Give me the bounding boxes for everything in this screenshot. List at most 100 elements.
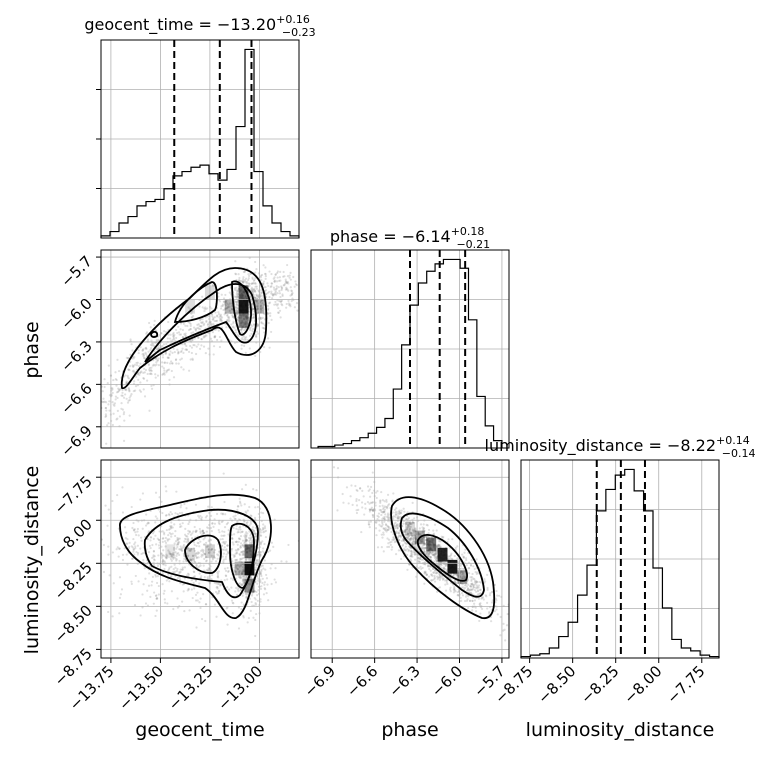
scatter-sample — [476, 571, 479, 574]
scatter-sample — [239, 589, 242, 592]
scatter-sample — [189, 533, 192, 536]
scatter-sample — [131, 546, 134, 549]
scatter-sample — [174, 540, 178, 543]
scatter-sample — [235, 586, 238, 590]
scatter-sample — [231, 537, 234, 540]
scatter-sample — [471, 572, 474, 576]
scatter-sample — [230, 307, 234, 311]
scatter-sample — [267, 312, 270, 315]
scatter-sample — [250, 580, 253, 583]
scatter-sample — [210, 324, 213, 327]
scatter-sample — [398, 530, 401, 533]
scatter-sample — [194, 530, 197, 534]
scatter-sample — [115, 384, 118, 387]
scatter-sample — [495, 608, 498, 611]
scatter-sample — [435, 558, 438, 562]
scatter-sample — [166, 538, 169, 541]
scatter-sample — [406, 537, 409, 541]
scatter-sample — [252, 616, 255, 619]
scatter-sample — [267, 550, 270, 553]
scatter-sample — [371, 508, 375, 511]
scatter-sample — [194, 352, 198, 356]
scatter-sample — [155, 581, 159, 585]
scatter-sample — [122, 396, 126, 399]
scatter-sample — [246, 338, 249, 342]
scatter-sample — [420, 540, 423, 543]
scatter-sample — [462, 555, 465, 559]
scatter-sample — [201, 550, 205, 553]
scatter-sample — [421, 526, 424, 529]
scatter-sample — [231, 541, 234, 544]
scatter-sample — [245, 280, 248, 283]
scatter-sample — [164, 545, 167, 548]
scatter-sample — [393, 541, 396, 544]
scatter-sample — [292, 275, 295, 279]
scatter-sample — [191, 537, 194, 540]
scatter-sample — [394, 540, 397, 543]
scatter-sample — [169, 575, 172, 578]
scatter-sample — [239, 564, 243, 567]
scatter-sample — [361, 506, 364, 509]
scatter-sample — [386, 514, 390, 517]
scatter-sample — [103, 378, 106, 381]
scatter-sample — [182, 351, 185, 354]
scatter-sample — [360, 530, 363, 534]
scatter-sample — [257, 553, 260, 556]
scatter-sample — [156, 537, 159, 540]
scatter-sample — [402, 543, 405, 546]
scatter-sample — [423, 582, 426, 585]
scatter-sample — [193, 549, 196, 552]
scatter-sample — [341, 492, 344, 496]
scatter-sample — [413, 541, 417, 544]
scatter-sample — [505, 624, 509, 627]
scatter-sample — [242, 563, 245, 566]
scatter-sample — [157, 584, 160, 588]
scatter-sample — [355, 509, 358, 512]
x-axis-label-geocent-time: geocent_time — [135, 719, 264, 741]
scatter-sample — [256, 307, 260, 310]
scatter-sample — [153, 591, 156, 594]
scatter-sample — [256, 575, 259, 578]
scatter-sample — [162, 563, 165, 566]
scatter-sample — [407, 516, 411, 520]
scatter-sample — [239, 546, 242, 549]
scatter-sample — [174, 339, 177, 342]
scatter-sample — [185, 344, 188, 348]
scatter-sample — [408, 522, 412, 525]
scatter-sample — [430, 573, 433, 576]
contour-phase-vs-geocent-time-small — [150, 330, 159, 338]
scatter-sample — [147, 530, 150, 533]
scatter-sample — [370, 508, 373, 512]
scatter-sample — [371, 471, 374, 474]
scatter-sample — [98, 415, 100, 417]
scatter-sample — [251, 313, 254, 316]
scatter-sample — [242, 580, 246, 583]
scatter-sample — [163, 559, 166, 563]
scatter-sample — [152, 363, 155, 366]
scatter-sample — [428, 551, 432, 554]
scatter-sample — [237, 627, 241, 630]
scatter-sample — [155, 339, 158, 342]
scatter-sample — [259, 293, 262, 296]
scatter-sample — [60, 575, 62, 577]
scatter-sample — [454, 590, 457, 593]
scatter-sample — [241, 530, 244, 533]
scatter-sample — [391, 499, 394, 502]
scatter-sample — [441, 536, 444, 539]
scatter-sample — [155, 363, 158, 366]
scatter-sample — [235, 302, 238, 306]
scatter-sample — [449, 553, 453, 557]
scatter-sample — [294, 282, 298, 286]
scatter-sample — [480, 596, 484, 599]
scatter-sample — [423, 535, 426, 539]
scatter-sample — [255, 268, 258, 271]
scatter-sample — [227, 551, 230, 554]
scatter-sample — [410, 551, 413, 555]
scatter-sample — [172, 335, 175, 338]
scatter-sample — [471, 582, 474, 585]
scatter-sample — [499, 615, 502, 619]
scatter-sample — [163, 372, 166, 375]
scatter-sample — [181, 328, 185, 332]
scatter-sample — [187, 522, 190, 526]
scatter-sample — [190, 351, 193, 355]
